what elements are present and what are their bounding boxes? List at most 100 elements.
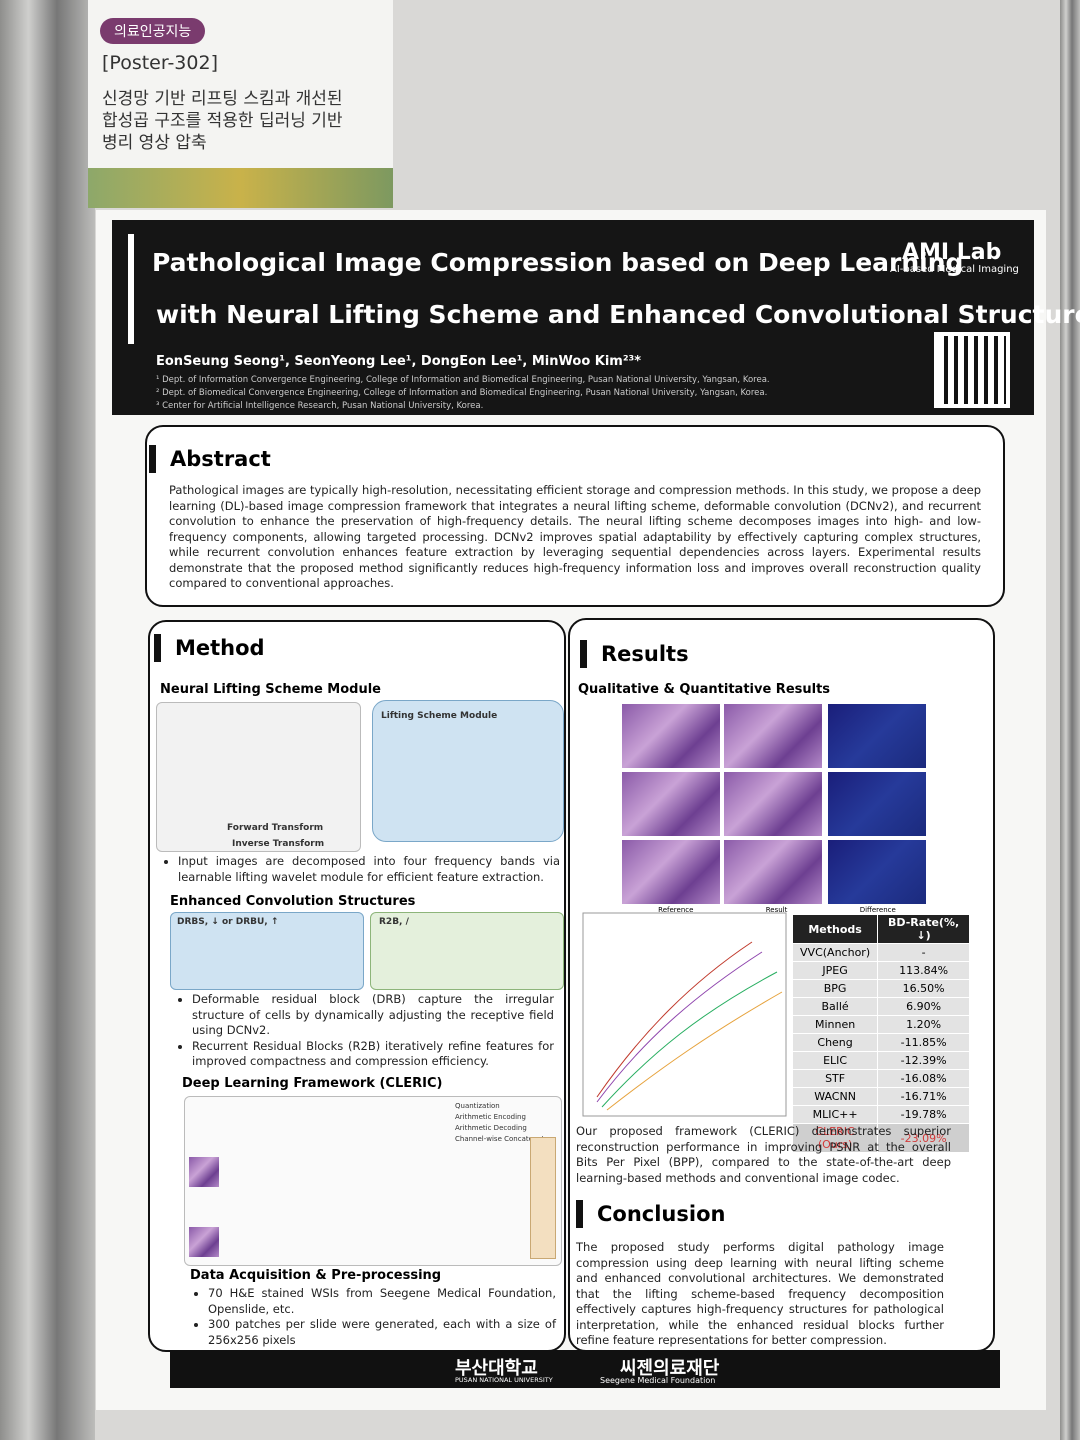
footer: 부산대학교 PUSAN NATIONAL UNIVERSITY 씨젠의료재단 S…	[170, 1350, 1000, 1388]
results-text: Our proposed framework (CLERIC) demonstr…	[576, 1124, 951, 1185]
title-line: with Neural Lifting Scheme and Enhanced …	[156, 300, 1080, 329]
difference-image	[828, 840, 926, 904]
section-heading: Method	[154, 634, 265, 662]
table-cell: -19.78%	[877, 1105, 970, 1124]
table-cell: CLERIC (Ours)	[791, 1123, 879, 1153]
section-heading: Abstract	[149, 445, 271, 473]
legend-entry: Quantization	[455, 1102, 500, 1110]
section-heading: Conclusion	[576, 1200, 725, 1228]
patch-image	[189, 1227, 219, 1257]
image-label: Result	[765, 906, 788, 914]
subheading: Deep Learning Framework (CLERIC)	[182, 1076, 443, 1091]
plot-frame	[582, 912, 787, 1117]
poster-header: Pathological Image Compression based on …	[112, 220, 1080, 415]
bullet: 300 patches per slide were generated, ea…	[208, 1317, 556, 1348]
patch-image	[189, 1157, 219, 1187]
diagram-label: Inverse Transform	[232, 839, 325, 849]
table-cell: ELIC	[791, 1051, 879, 1070]
table-row: CLERIC (Ours) -23.09%	[791, 1123, 970, 1153]
subheading: Qualitative & Quantitative Results	[578, 682, 831, 697]
diagram: Quantization Arithmetic Encoding Arithme…	[184, 1096, 562, 1266]
diagram-label: R2B, /	[379, 917, 409, 927]
qr-code	[934, 332, 1010, 408]
method-panel: Method Neural Lifting Scheme Module Forw…	[148, 620, 566, 1352]
conclusion-text: The proposed study performs digital path…	[576, 1240, 944, 1347]
diagram-label: Lifting Scheme Module	[381, 711, 498, 721]
section-heading: Results	[580, 640, 689, 668]
table-cell: Minnen	[791, 1015, 879, 1034]
affiliation: ³ Center for Artificial Intelligence Res…	[156, 401, 484, 411]
results-panel: Results Qualitative & Quantitative Resul…	[568, 618, 995, 1352]
table-row: BPG 16.50%	[791, 979, 970, 998]
legend-entry: Arithmetic Encoding	[455, 1113, 526, 1121]
affiliation: ¹ Dept. of Information Convergence Engin…	[156, 375, 770, 385]
university: 부산대학교	[455, 1358, 538, 1379]
affiliations: ¹ Dept. of Information Convergence Engin…	[156, 374, 770, 413]
bullet-list: 70 H&E stained WSIs from Seegene Medical…	[190, 1286, 556, 1348]
sign-code: [Poster-302]	[102, 52, 218, 74]
table-cell: -23.09%	[877, 1123, 970, 1153]
table-cell: 6.90%	[877, 997, 970, 1016]
table-row: ELIC -12.39%	[791, 1051, 970, 1070]
bullet-list: Input images are decomposed into four fr…	[160, 854, 560, 885]
sign-card: 의료인공지능 [Poster-302] 신경망 기반 리프팅 스킴과 개선된 합…	[88, 0, 393, 208]
result-image	[724, 840, 822, 904]
subheading: Neural Lifting Scheme Module	[160, 682, 381, 697]
table-cell: Ballé	[791, 997, 879, 1016]
table-cell: VVC(Anchor)	[791, 943, 879, 962]
title-line: Pathological Image Compression based on …	[152, 248, 964, 277]
difference-image	[828, 772, 926, 836]
table-cell: WACNN	[791, 1087, 879, 1106]
diagram: DRBS, ↓ or DRBU, ↑	[170, 912, 364, 990]
abstract-text: Pathological images are typically high-r…	[169, 483, 981, 590]
board-frame	[1060, 0, 1080, 1440]
table-cell: 1.20%	[877, 1015, 970, 1034]
sign-photo	[88, 168, 393, 208]
diagram-label: Forward Transform	[227, 823, 324, 833]
lab-name: AMI Lab	[902, 240, 1002, 265]
table-cell: 16.50%	[877, 979, 970, 998]
diagram-legend: Quantization Arithmetic Encoding Arithme…	[455, 1101, 549, 1145]
psnr-plot	[582, 912, 787, 1117]
table-cell: -	[877, 943, 970, 962]
table-row: WACNN -16.71%	[791, 1087, 970, 1106]
table-row: Ballé 6.90%	[791, 997, 970, 1016]
abstract-panel: Abstract Pathological images are typical…	[145, 425, 1005, 607]
bullet-list: Deformable residual block (DRB) capture …	[174, 992, 554, 1070]
bullet: Input images are decomposed into four fr…	[178, 854, 560, 885]
table-row: STF -16.08%	[791, 1069, 970, 1088]
affiliation: ² Dept. of Biomedical Convergence Engine…	[156, 388, 768, 398]
reference-image	[622, 704, 720, 768]
table: Methods BD-Rate(%, ↓) VVC(Anchor) - JPEG 11…	[791, 914, 970, 1153]
curve	[596, 951, 763, 1103]
image-label: Reference	[658, 906, 694, 914]
table-cell: -16.71%	[877, 1087, 970, 1106]
table-cell: BPG	[791, 979, 879, 998]
curve	[596, 941, 753, 1098]
reference-image	[622, 840, 720, 904]
table-cell: STF	[791, 1069, 879, 1088]
bd-rate-table: Methods BD-Rate(%, ↓) VVC(Anchor) - JPEG 11…	[791, 914, 970, 1153]
table-cell: -12.39%	[877, 1051, 970, 1070]
image-label: Difference	[859, 906, 896, 914]
sign-title: 신경망 기반 리프팅 스킴과 개선된 합성곱 구조를 적용한 딥러닝 기반 병리…	[102, 89, 343, 153]
subheading: Data Acquisition & Pre-processing	[190, 1268, 442, 1283]
column-header: Methods	[791, 914, 879, 944]
reference-image	[622, 772, 720, 836]
diagram: Lifting Scheme Module	[372, 700, 564, 842]
board-frame	[0, 0, 95, 1440]
table-cell: -11.85%	[877, 1033, 970, 1052]
legend-entry: Arithmetic Decoding	[455, 1124, 527, 1132]
sign-tag: 의료인공지능	[100, 18, 206, 44]
accent-bar	[128, 234, 134, 344]
result-image	[724, 704, 822, 768]
table-row: VVC(Anchor) -	[791, 943, 970, 962]
table-row: Cheng -11.85%	[791, 1033, 970, 1052]
diagram: Forward Transform Inverse Transform	[156, 702, 361, 852]
column-header: BD-Rate(%, ↓)	[877, 914, 970, 944]
difference-image	[828, 704, 926, 768]
lab-subtitle: AI-based Medical Imaging	[890, 264, 1019, 275]
curve	[606, 991, 783, 1111]
foundation: 씨젠의료재단	[620, 1358, 720, 1379]
